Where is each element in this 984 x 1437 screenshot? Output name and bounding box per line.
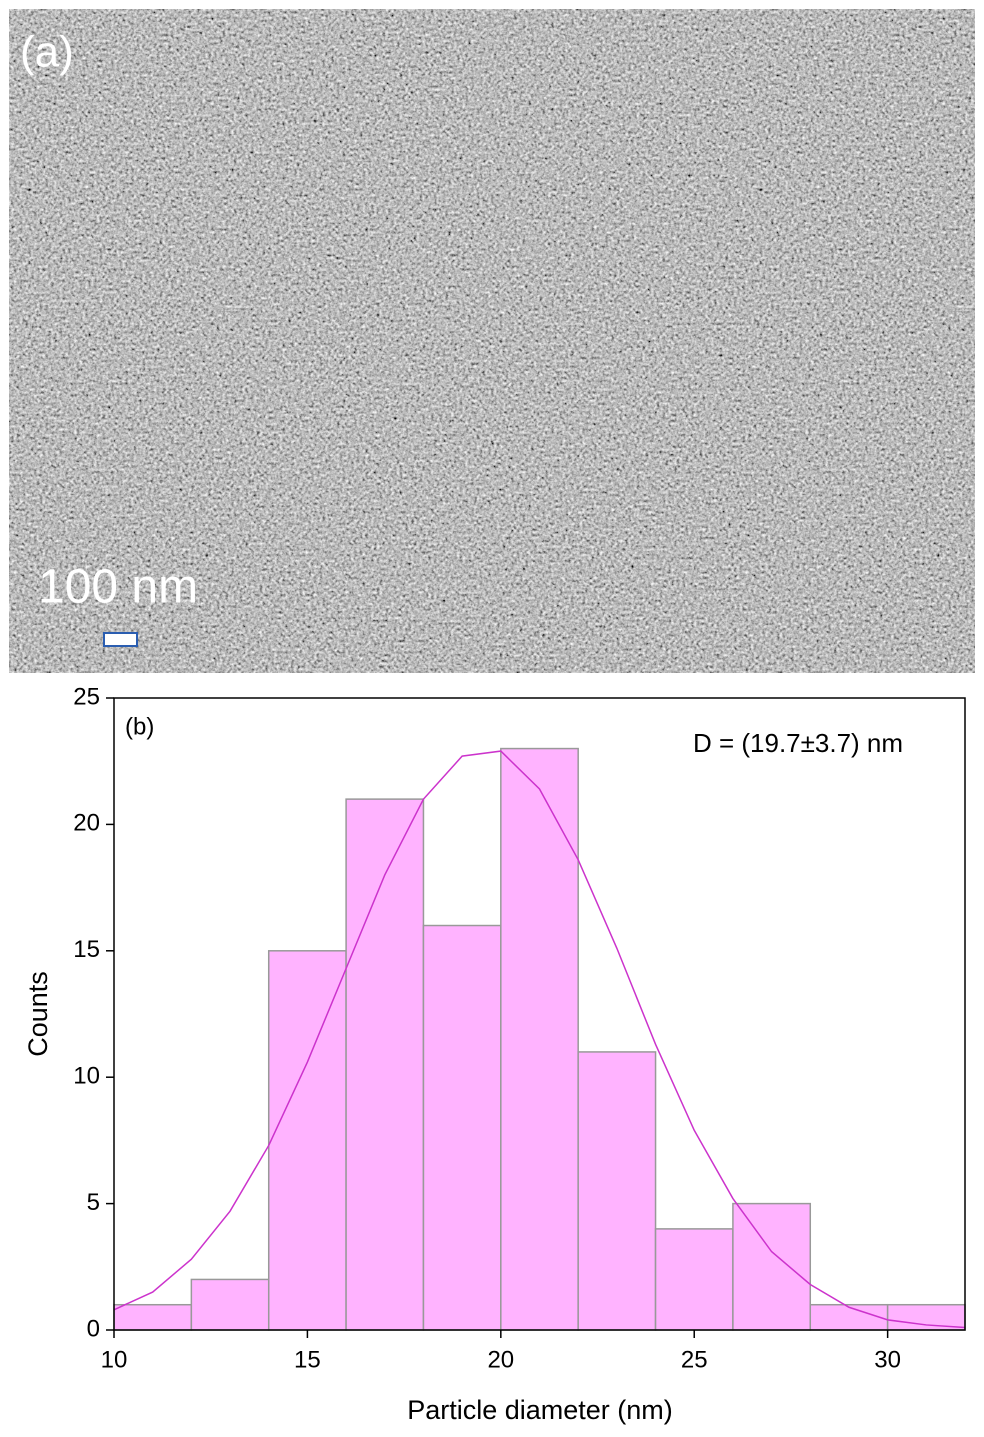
y-tick-label: 5 — [87, 1189, 100, 1216]
x-tick-label: 25 — [681, 1346, 708, 1373]
y-tick-label: 15 — [73, 936, 100, 963]
x-tick-label: 15 — [294, 1346, 321, 1373]
bar — [809, 1303, 889, 1331]
plot-frame — [113, 697, 966, 1331]
x-tick-label: 20 — [487, 1346, 514, 1373]
bar — [732, 1202, 812, 1331]
sem-texture — [9, 9, 975, 673]
sem-image: (a) 100 nm — [9, 9, 975, 673]
annotation: D = (19.7±3.7) nm — [693, 728, 903, 758]
bar — [190, 1278, 270, 1331]
x-axis-label: Particle diameter (nm) — [407, 1395, 673, 1425]
bar — [500, 747, 579, 1331]
bar — [113, 1303, 193, 1331]
y-tick-label: 0 — [87, 1315, 100, 1342]
y-tick-label: 25 — [73, 683, 100, 710]
bar — [345, 798, 425, 1331]
histogram-chart: D = (19.7±3.7) nm (b) Particle diameter … — [23, 683, 966, 1425]
annotation: (b) — [125, 713, 154, 740]
bar — [267, 950, 347, 1331]
scale-bar-label: 100 nm — [38, 561, 198, 614]
bar — [422, 924, 502, 1331]
y-axis-label: Counts — [23, 971, 53, 1057]
y-tick-label: 20 — [73, 810, 100, 837]
x-tick-label: 30 — [874, 1346, 901, 1373]
panel-label: (a) — [20, 28, 74, 77]
bar — [577, 1051, 657, 1331]
scale-bar — [103, 632, 138, 647]
x-tick-label: 10 — [101, 1346, 128, 1373]
bar — [654, 1228, 734, 1331]
y-tick-label: 10 — [73, 1063, 100, 1090]
fit-curve — [113, 750, 966, 1329]
